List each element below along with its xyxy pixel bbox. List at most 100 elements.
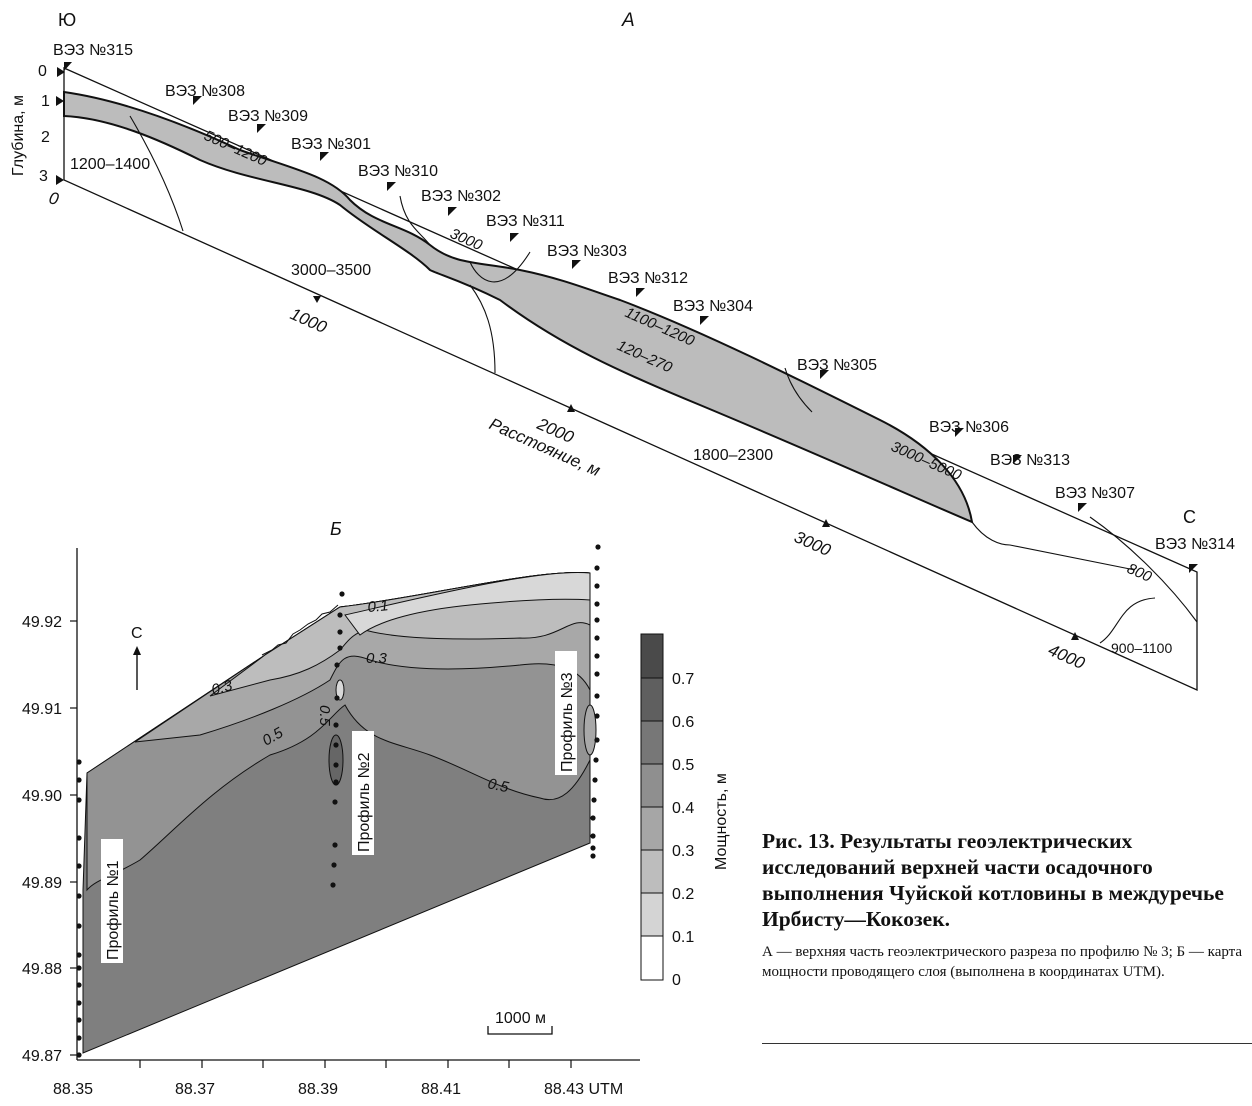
station-marker <box>387 182 396 191</box>
resistivity-label: 3000–3500 <box>291 262 371 279</box>
scale-bar-line <box>487 1026 553 1035</box>
profile-label-2: Профиль №2 <box>352 731 374 855</box>
thickness-zone <box>344 571 591 636</box>
station-label: ВЭЗ №303 <box>547 243 627 260</box>
survey-point <box>594 693 600 699</box>
colorbar-swatch <box>640 677 664 722</box>
profile-label-1: Профиль №1 <box>101 839 123 963</box>
station-label: ВЭЗ №302 <box>421 188 501 205</box>
survey-point <box>594 713 600 719</box>
distance-tick-marker <box>822 519 830 527</box>
survey-point <box>76 893 82 899</box>
contour-label: 0.3 <box>210 677 235 699</box>
station-marker <box>448 207 457 216</box>
survey-point <box>595 544 601 550</box>
x-tick: 88.35 <box>53 1081 93 1098</box>
resistivity-label: 1800–2300 <box>693 447 773 464</box>
colorbar-swatch <box>640 633 664 679</box>
panel-a-label: А <box>621 10 635 31</box>
survey-point <box>333 742 339 748</box>
survey-point <box>592 777 598 783</box>
colorbar: 0.7 0.6 0.5 0.4 0.3 0.2 0.1 0 Мощность, … <box>640 633 730 989</box>
depth-tick-markers <box>56 67 65 185</box>
survey-point <box>334 695 340 701</box>
station-marker <box>1078 503 1087 512</box>
distance-tick-marker <box>567 404 575 412</box>
survey-point <box>76 1000 82 1006</box>
survey-points <box>76 544 601 1058</box>
survey-point <box>590 833 596 839</box>
survey-point <box>334 662 340 668</box>
survey-point <box>76 1017 82 1023</box>
station-marker <box>257 124 266 133</box>
station-marker <box>955 428 964 437</box>
survey-point <box>330 882 336 888</box>
station-label: ВЭЗ №311 <box>486 213 565 230</box>
resistivity-label: 900–1100 <box>1111 640 1172 656</box>
south-label: Ю <box>58 10 76 30</box>
station-marker <box>636 288 645 297</box>
survey-point <box>594 565 600 571</box>
survey-point <box>332 799 338 805</box>
station-label: ВЭЗ №314 <box>1155 536 1235 553</box>
station-label: ВЭЗ №307 <box>1055 485 1135 502</box>
survey-point <box>591 797 597 803</box>
contour-anomaly <box>335 679 345 701</box>
profile-label-text: Профиль №3 <box>559 672 576 772</box>
resistivity-label: 1200–1400 <box>70 156 150 173</box>
survey-point <box>333 762 339 768</box>
station-label: ВЭЗ №309 <box>228 108 308 125</box>
survey-point <box>76 835 82 841</box>
profile-label-box <box>101 839 123 963</box>
survey-point <box>594 671 600 677</box>
survey-point <box>594 737 600 743</box>
station-label: ВЭЗ №305 <box>797 357 877 374</box>
colorbar-swatch <box>640 720 664 765</box>
north-arrow-label: С <box>131 625 143 642</box>
survey-point <box>331 862 337 868</box>
north-arrow: С <box>131 625 143 690</box>
boundary-line <box>784 367 813 413</box>
colorbar-tick: 0.2 <box>672 886 694 903</box>
y-tick: 49.92 <box>22 614 62 631</box>
depth-tick: 3 <box>39 168 48 185</box>
station-label: ВЭЗ №301 <box>291 136 371 153</box>
survey-point <box>76 1052 82 1058</box>
station-label: ВЭЗ №306 <box>929 419 1009 436</box>
survey-point <box>76 1035 82 1041</box>
caption-text: А — верхняя часть геоэлектрического разр… <box>762 944 1243 980</box>
y-tick: 49.90 <box>22 788 62 805</box>
depth-tick-marker <box>56 96 64 106</box>
station-label: ВЭЗ №304 <box>673 298 753 315</box>
map-panel: Б 49.92 49.91 49.90 49.89 49.88 49.87 88… <box>22 519 730 1098</box>
survey-point <box>76 965 82 971</box>
station-marker <box>193 96 202 105</box>
survey-point <box>76 982 82 988</box>
station-label: ВЭЗ №313 <box>990 452 1070 469</box>
survey-point <box>594 653 600 659</box>
survey-point <box>337 612 343 618</box>
survey-point <box>594 583 600 589</box>
north-label: С <box>1183 507 1196 527</box>
survey-point <box>333 722 339 728</box>
depth-tick: 2 <box>41 129 50 146</box>
station-marker <box>64 62 72 71</box>
boundary-line <box>129 115 184 232</box>
y-tick: 49.89 <box>22 875 62 892</box>
depth-tick: 0 <box>38 63 47 80</box>
north-arrow-head <box>133 646 141 655</box>
colorbar-swatch <box>640 806 664 851</box>
colorbar-tick: 0 <box>672 972 681 989</box>
survey-point <box>333 779 339 785</box>
station-label: ВЭЗ №312 <box>608 270 688 287</box>
station-label: ВЭЗ №310 <box>358 163 438 180</box>
survey-point <box>590 845 596 851</box>
survey-point <box>339 591 345 597</box>
caption-rule <box>762 1043 1252 1044</box>
colorbar-tick: 0.1 <box>672 929 694 946</box>
distance-tick-marker <box>313 296 321 303</box>
survey-point <box>593 757 599 763</box>
boundary-line <box>1099 597 1156 644</box>
station-label: ВЭЗ №308 <box>165 83 245 100</box>
